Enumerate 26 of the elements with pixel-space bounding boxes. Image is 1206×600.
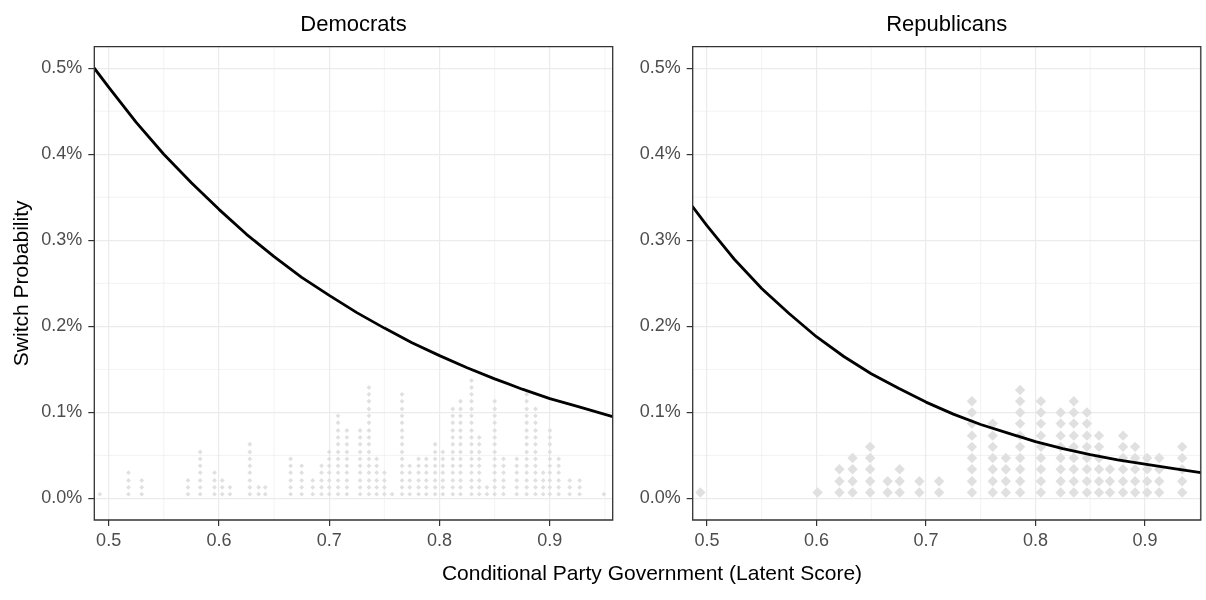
x-axis-title: Conditional Party Government (Latent Score) [441,559,863,585]
y-tick-label: 0.4% [41,143,83,164]
y-tick-label: 0.1% [41,401,83,422]
x-tick-label: 0.6 [206,529,232,550]
y-tick-label: 0.2% [639,315,681,336]
y-tick-label: 0.0% [41,487,83,508]
y-tick-label: 0.5% [41,57,83,78]
x-tick-label: 0.5 [96,529,122,550]
y-tick-label: 0.3% [41,229,83,250]
x-tick-label: 0.8 [427,529,453,550]
x-tick-label: 0.7 [913,529,939,550]
x-tick-label: 0.5 [694,529,720,550]
y-tick-label: 0.4% [639,143,681,164]
y-tick-label: 0.2% [41,315,83,336]
y-tick-label: 0.3% [639,229,681,250]
x-tick-label: 0.8 [1022,529,1048,550]
x-tick-label: 0.9 [1132,529,1158,550]
x-tick-label: 0.9 [537,529,563,550]
x-tick-label: 0.6 [803,529,829,550]
x-tick-label: 0.7 [316,529,342,550]
chart-title: Democrats [300,11,407,37]
y-tick-label: 0.1% [639,401,681,422]
y-tick-label: 0.0% [639,487,681,508]
y-axis-title: Switch Probability [9,199,33,367]
y-tick-label: 0.5% [639,57,681,78]
chart-title: Republicans [886,11,1008,37]
